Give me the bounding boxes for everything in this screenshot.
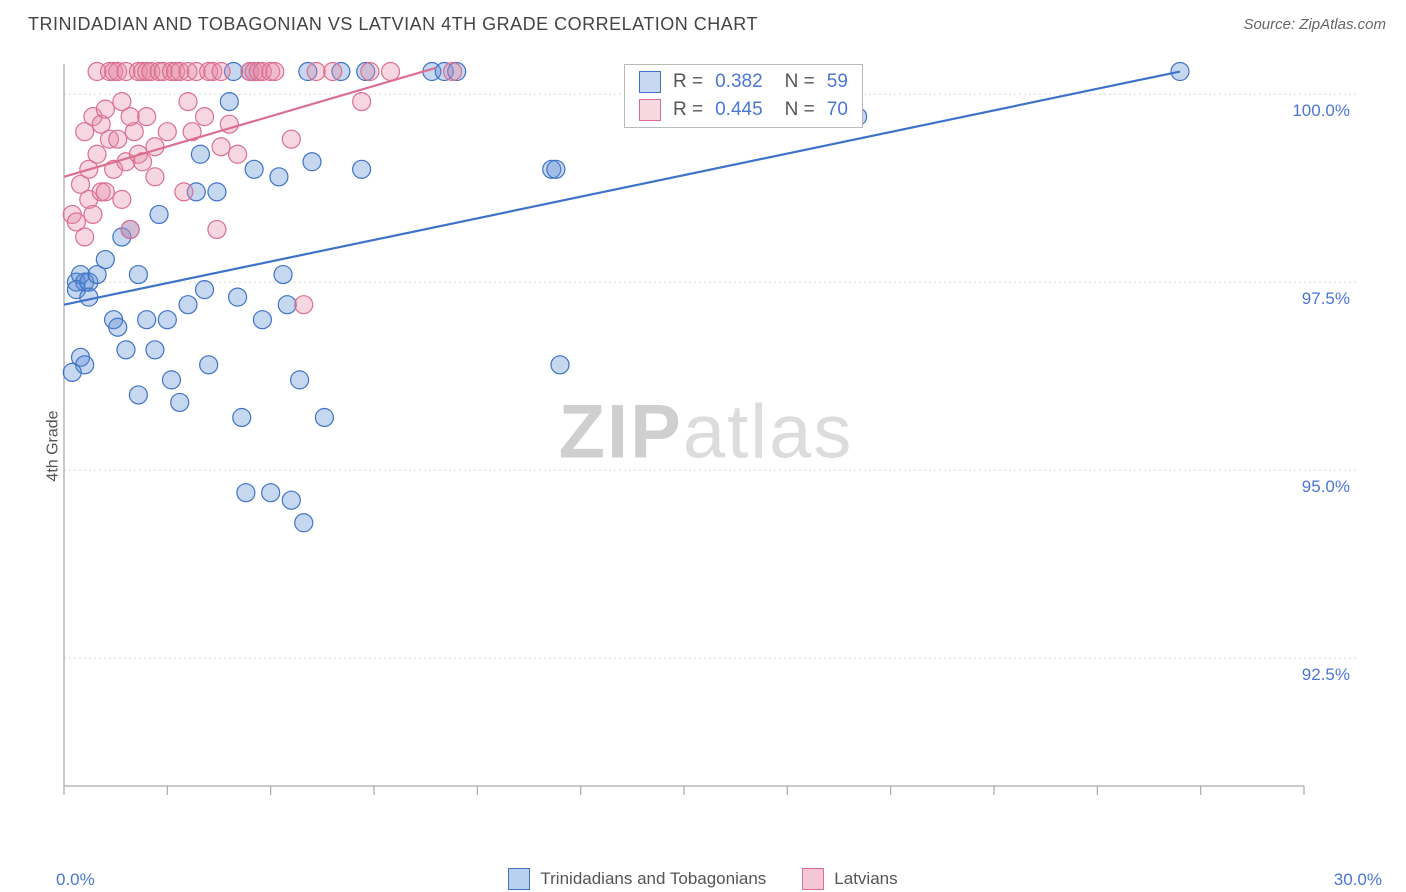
legend-label: Trinidadians and Tobagonians <box>540 869 766 889</box>
plot-area: 92.5%95.0%97.5%100.0% ZIPatlas R =0.382N… <box>56 56 1356 808</box>
chart-svg: 92.5% 95.0% 97.5% 100.0% <box>56 56 1356 808</box>
stats-swatch <box>639 71 661 93</box>
legend-item: Latvians <box>802 868 897 890</box>
svg-text:97.5%: 97.5% <box>1302 289 1350 308</box>
series-legend: Trinidadians and Tobagonians Latvians <box>0 868 1406 890</box>
stats-row: R =0.382N =59 <box>639 71 848 93</box>
chart-source: Source: ZipAtlas.com <box>1243 16 1386 33</box>
svg-text:100.0%: 100.0% <box>1292 101 1350 120</box>
legend-swatch <box>802 868 824 890</box>
legend-label: Latvians <box>834 869 897 889</box>
legend-swatch <box>508 868 530 890</box>
svg-text:92.5%: 92.5% <box>1302 665 1350 684</box>
stats-swatch <box>639 99 661 121</box>
stats-row: R =0.445N =70 <box>639 99 848 121</box>
legend-item: Trinidadians and Tobagonians <box>508 868 766 890</box>
chart-title: TRINIDADIAN AND TOBAGONIAN VS LATVIAN 4T… <box>28 14 758 35</box>
svg-text:95.0%: 95.0% <box>1302 477 1350 496</box>
stats-box: R =0.382N =59 R =0.445N =70 <box>624 64 863 128</box>
